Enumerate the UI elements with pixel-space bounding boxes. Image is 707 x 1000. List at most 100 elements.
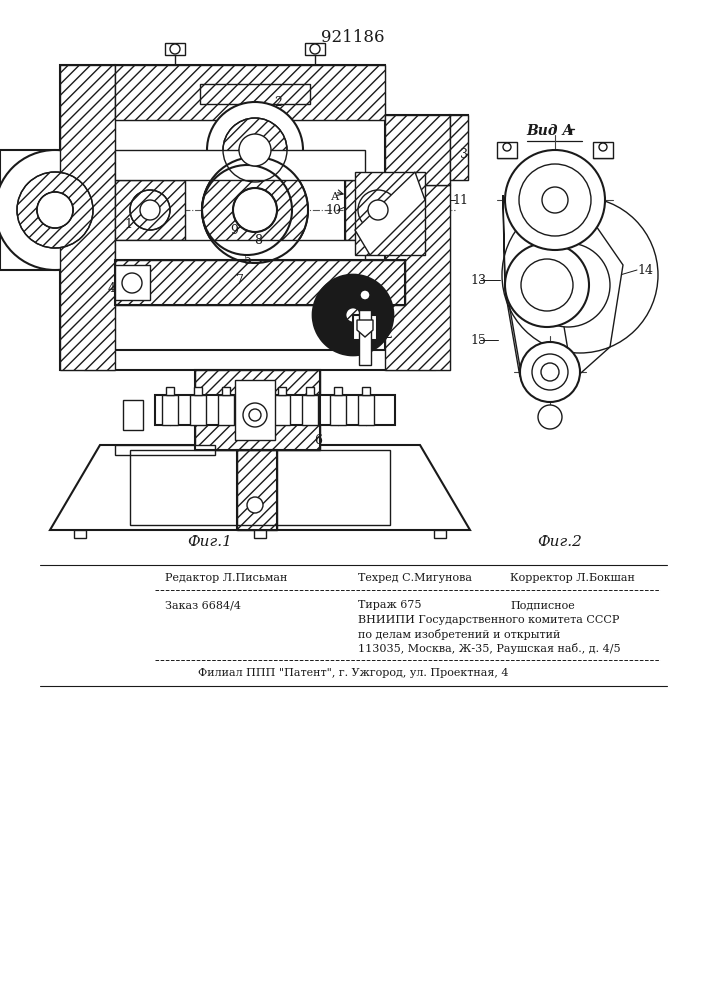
Text: Фиг.1: Фиг.1 [187,535,233,549]
Bar [355,172,425,255]
Bar [358,395,374,425]
Text: Корректор Л.Бокшан: Корректор Л.Бокшан [510,573,635,583]
Circle shape [503,143,511,151]
Text: 6: 6 [314,434,322,446]
Circle shape [202,157,308,263]
Bar [115,150,365,180]
Circle shape [202,165,292,255]
Circle shape [519,164,591,236]
Circle shape [505,243,589,327]
Circle shape [207,102,303,198]
Bar [306,387,314,395]
Bar [353,315,377,340]
Polygon shape [560,210,623,380]
Text: 9: 9 [230,224,238,236]
Circle shape [37,192,73,228]
Circle shape [122,273,142,293]
Text: 14: 14 [637,263,653,276]
Polygon shape [355,172,425,255]
Bar [130,450,390,525]
Bar [237,450,277,530]
Circle shape [243,403,267,427]
Text: 4: 4 [108,282,116,294]
Bar [115,260,405,305]
Circle shape [0,150,115,270]
Circle shape [358,190,398,230]
Text: 7: 7 [236,273,244,286]
Text: Заказ 6684/4: Заказ 6684/4 [165,600,241,610]
Text: Редактор Л.Письман: Редактор Л.Письман [165,573,287,583]
Circle shape [223,118,287,182]
Text: 11: 11 [452,194,468,207]
Bar [115,260,405,305]
Bar [450,115,468,180]
Text: ВНИИПИ Государственного комитета СССР: ВНИИПИ Государственного комитета СССР [358,615,619,625]
Text: 12: 12 [377,328,393,342]
Text: 113035, Москва, Ж-35, Раушская наб., д. 4/5: 113035, Москва, Ж-35, Раушская наб., д. … [358,643,621,654]
Text: по делам изобретений и открытий: по делам изобретений и открытий [358,629,561,640]
Bar [200,84,310,104]
Bar [246,395,262,425]
Bar [166,387,174,395]
Bar [115,65,385,120]
Text: Фиг.2: Фиг.2 [537,535,583,549]
Bar [115,240,365,270]
Bar [162,395,178,425]
Circle shape [538,405,562,429]
Text: Филиал ППП "Патент", г. Ужгород, ул. Проектная, 4: Филиал ППП "Патент", г. Ужгород, ул. Про… [198,668,508,678]
Circle shape [37,192,73,228]
Polygon shape [50,445,470,530]
Bar [115,65,385,120]
Bar [450,115,468,180]
Bar [123,400,143,430]
Bar [60,65,115,370]
Bar [497,142,517,158]
Polygon shape [503,195,520,377]
Bar [385,185,450,370]
Bar [60,65,115,370]
Text: Тираж 675: Тираж 675 [358,600,421,610]
Bar [345,180,410,240]
Bar [0,150,60,270]
Circle shape [541,363,559,381]
Circle shape [249,409,261,421]
Bar [385,115,450,185]
Bar [330,395,346,425]
Circle shape [247,497,263,513]
Bar [359,310,371,365]
Bar [115,445,215,455]
Bar [593,142,613,158]
Bar [222,387,230,395]
Bar [74,530,86,538]
Circle shape [233,188,277,232]
Bar [254,530,266,538]
Circle shape [233,188,277,232]
Circle shape [130,190,170,230]
Bar [115,180,185,240]
Bar [115,180,185,240]
Bar [115,265,150,300]
Text: 5: 5 [244,253,252,266]
Circle shape [329,291,377,339]
Circle shape [526,243,610,327]
Circle shape [541,363,559,381]
Circle shape [520,342,580,402]
Circle shape [521,259,573,311]
Bar [250,387,258,395]
Bar [115,260,405,305]
Text: 1: 1 [124,219,132,232]
Bar [155,395,395,425]
Circle shape [368,200,388,220]
Bar [235,380,275,440]
Bar [385,115,450,185]
Circle shape [239,134,271,166]
Circle shape [170,44,180,54]
Circle shape [202,157,308,263]
Bar [200,84,310,104]
Bar [194,387,202,395]
Bar [385,185,450,370]
Bar [274,395,290,425]
Text: 8: 8 [254,233,262,246]
Text: Подписное: Подписное [510,600,575,610]
Circle shape [505,150,605,250]
